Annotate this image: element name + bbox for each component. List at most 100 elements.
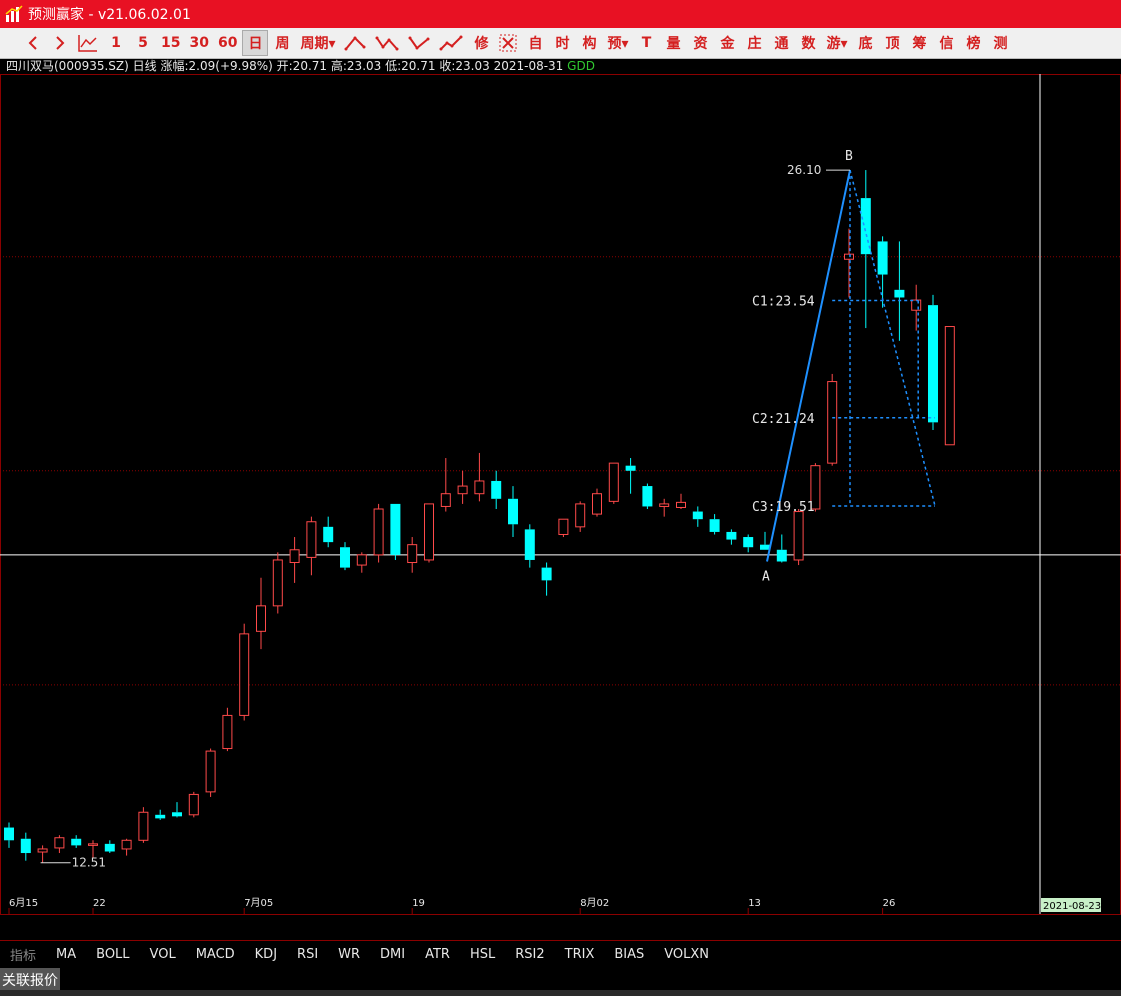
tour-menu[interactable]: 游▾: [823, 30, 852, 56]
dealer-button-label: 庄: [747, 36, 762, 52]
horizontal-scrollbar[interactable]: [0, 990, 1121, 996]
edit-button[interactable]: 修: [468, 30, 494, 56]
stock-info-bar: 四川双马(000935.SZ) 日线 涨幅:2.09(+9.98%) 开:20.…: [6, 58, 595, 74]
low-value: 低:20.71: [385, 59, 436, 73]
info-button[interactable]: 信: [934, 30, 960, 56]
indicator-tab-trix[interactable]: TRIX: [564, 946, 595, 962]
close-box-icon: [499, 34, 517, 52]
candle-body-down: [692, 511, 703, 520]
period-5[interactable]: 5: [130, 30, 156, 56]
candle-body-up: [474, 480, 485, 495]
tour-menu-label: 游▾: [826, 36, 848, 52]
candle: [793, 509, 804, 566]
candle-body-up: [205, 750, 216, 793]
indicator-tab-wr[interactable]: WR: [338, 946, 361, 962]
candle-body-up: [558, 518, 569, 535]
indicator-tab-bar: 指标 MA BOLL VOL MACD KDJ RSI WR DMI ATR HSL RSI2 TRIX…: [0, 940, 1121, 967]
auto-button[interactable]: 自: [522, 30, 548, 56]
candle: [944, 326, 955, 446]
related-quotes-button[interactable]: 关联报价: [0, 968, 60, 992]
info-button-label: 信: [939, 36, 954, 52]
capital-button-label: 资: [693, 36, 708, 52]
rank-button[interactable]: 榜: [961, 30, 987, 56]
period-60[interactable]: 60: [214, 30, 241, 56]
x-tick-label: 19: [412, 898, 425, 909]
delete-button[interactable]: [495, 30, 521, 56]
pattern-2-button[interactable]: [371, 30, 403, 56]
candle-body-down: [172, 812, 182, 817]
pattern-4-button[interactable]: [435, 30, 467, 56]
line-chart-icon: [78, 34, 98, 52]
candle: [860, 170, 871, 329]
gold-button[interactable]: 金: [715, 30, 741, 56]
pattern-1-button[interactable]: [340, 30, 370, 56]
candle: [491, 470, 502, 509]
period-menu[interactable]: 周期▾: [296, 30, 339, 56]
candle: [239, 623, 250, 721]
indicator-tab-boll[interactable]: BOLL: [96, 946, 130, 962]
forecast-menu[interactable]: 预▾: [603, 30, 632, 56]
c1-label: C1:23.54: [752, 295, 815, 310]
candle-body-down: [104, 843, 115, 852]
period-30[interactable]: 30: [185, 30, 212, 56]
crosshair-date-badge: [1041, 898, 1101, 912]
candle-body-up: [575, 503, 586, 528]
bottom-button[interactable]: 底: [853, 30, 879, 56]
candle-body-down: [877, 241, 888, 275]
period-week-label: 周: [275, 36, 290, 52]
count-button[interactable]: 数: [796, 30, 822, 56]
indicator-tab-dmi[interactable]: DMI: [380, 946, 406, 962]
pattern-3-button[interactable]: [404, 30, 434, 56]
candle-body-down: [390, 503, 401, 555]
period-week[interactable]: 周: [269, 30, 295, 56]
channel-button[interactable]: 通: [769, 30, 795, 56]
indicator-tab-atr[interactable]: ATR: [425, 946, 450, 962]
candle-body-down: [760, 544, 770, 550]
candle: [659, 498, 670, 517]
candle-body-up: [289, 549, 300, 564]
candle: [776, 534, 787, 563]
top-button[interactable]: 顶: [880, 30, 906, 56]
x-tick-label: 13: [748, 898, 761, 909]
stock-name: 四川双马(000935.SZ): [6, 59, 129, 73]
indicator-tab-ma[interactable]: MA: [56, 946, 77, 962]
candlestick-chart[interactable]: 12.51 C1:23.54 C2:21.24 C3:19.51 A B 26.10 6月15…: [0, 74, 1121, 940]
x-tick-label: 26: [883, 898, 896, 909]
candle-body-up: [407, 544, 418, 564]
c3-label: C3:19.51: [752, 500, 815, 515]
chip-button[interactable]: 筹: [907, 30, 933, 56]
line-chart-button[interactable]: [74, 30, 102, 56]
period-day[interactable]: 日: [242, 30, 269, 56]
indicator-tab-volxn[interactable]: VOLXN: [664, 946, 710, 962]
period-1[interactable]: 1: [103, 30, 129, 56]
candle-body-up: [121, 839, 132, 850]
structure-button[interactable]: 构: [576, 30, 602, 56]
prev-button[interactable]: [20, 30, 46, 56]
indicator-tab-macd[interactable]: MACD: [195, 946, 235, 962]
pattern-line-icon: [344, 35, 366, 51]
indicator-tab-vol[interactable]: VOL: [149, 946, 176, 962]
indicator-tab-kdj[interactable]: KDJ: [254, 946, 278, 962]
capital-button[interactable]: 资: [688, 30, 714, 56]
volume-button[interactable]: 量: [661, 30, 687, 56]
period-15[interactable]: 15: [157, 30, 184, 56]
low-price-label: 12.51: [72, 856, 106, 870]
t-button[interactable]: T: [634, 30, 660, 56]
indicator-tab-bias[interactable]: BIAS: [614, 946, 645, 962]
candle-body-down: [340, 547, 350, 568]
t-button-label: T: [641, 35, 652, 51]
chart-canvas[interactable]: 12.51 C1:23.54 C2:21.24 C3:19.51 A B 26.10 6月15…: [0, 74, 1121, 940]
candle-body-up: [944, 326, 955, 446]
indicator-tab-rsi2[interactable]: RSI2: [515, 946, 545, 962]
app-logo-icon: [5, 5, 23, 22]
candle: [592, 488, 602, 517]
indicator-tab-hsl[interactable]: HSL: [469, 946, 496, 962]
candle-body-up: [440, 493, 451, 507]
measure-button[interactable]: 测: [988, 30, 1014, 56]
dealer-button[interactable]: 庄: [742, 30, 768, 56]
volume-button-label: 量: [666, 36, 681, 52]
candle: [373, 503, 384, 563]
next-button[interactable]: [47, 30, 73, 56]
indicator-tab-rsi[interactable]: RSI: [297, 946, 319, 962]
time-button[interactable]: 时: [549, 30, 575, 56]
